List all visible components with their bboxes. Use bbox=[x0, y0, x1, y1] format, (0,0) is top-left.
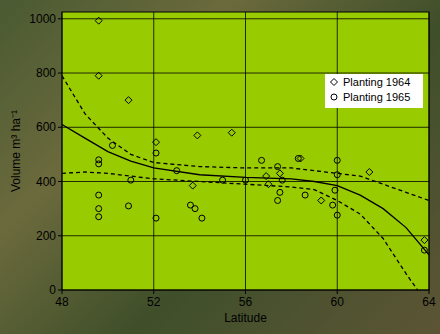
frame bbox=[62, 12, 429, 290]
point bbox=[194, 132, 201, 139]
legend-marker bbox=[331, 79, 338, 86]
tick-label: 0 bbox=[49, 283, 56, 297]
fit-line bbox=[62, 76, 429, 201]
point bbox=[153, 139, 160, 146]
point bbox=[366, 169, 373, 176]
grid-line bbox=[245, 12, 246, 290]
point bbox=[192, 206, 198, 212]
point bbox=[259, 157, 265, 163]
legend-label: Planting 1965 bbox=[343, 91, 410, 103]
tick bbox=[58, 290, 62, 291]
tick bbox=[58, 18, 62, 19]
point bbox=[95, 72, 102, 79]
point bbox=[277, 189, 283, 195]
point bbox=[95, 17, 102, 24]
tick-label: 1000 bbox=[29, 12, 56, 26]
grid-line bbox=[62, 73, 429, 74]
plot-area bbox=[62, 12, 429, 290]
x-axis-label: Latitude bbox=[224, 311, 267, 325]
point bbox=[189, 182, 196, 189]
point bbox=[318, 197, 325, 204]
tick bbox=[337, 290, 338, 294]
point bbox=[153, 215, 159, 221]
grid-line bbox=[62, 18, 429, 19]
point bbox=[332, 187, 338, 193]
data-group bbox=[62, 17, 429, 290]
tick-label: 56 bbox=[239, 295, 253, 309]
legend-label: Planting 1964 bbox=[343, 76, 410, 88]
point bbox=[334, 212, 340, 218]
point bbox=[96, 214, 102, 220]
tick bbox=[429, 290, 430, 294]
grid-line bbox=[337, 12, 338, 290]
tick bbox=[58, 127, 62, 128]
point bbox=[295, 155, 301, 161]
point bbox=[199, 215, 205, 221]
tick-label: 800 bbox=[36, 66, 56, 80]
fit-line bbox=[62, 172, 418, 290]
tick-label: 64 bbox=[422, 295, 436, 309]
tick bbox=[58, 235, 62, 236]
point bbox=[128, 177, 134, 183]
tick bbox=[62, 290, 63, 294]
point bbox=[334, 157, 340, 163]
point bbox=[96, 161, 102, 167]
point bbox=[330, 202, 336, 208]
point bbox=[265, 181, 272, 188]
point bbox=[126, 203, 132, 209]
point bbox=[276, 170, 283, 177]
point bbox=[421, 237, 428, 244]
legend-marker bbox=[331, 94, 337, 100]
point bbox=[275, 197, 281, 203]
point bbox=[334, 172, 340, 178]
legend-box bbox=[325, 74, 423, 108]
grid-line bbox=[62, 235, 429, 236]
tick-label: 200 bbox=[36, 229, 56, 243]
point bbox=[302, 192, 308, 198]
tick-label: 600 bbox=[36, 120, 56, 134]
tick bbox=[245, 290, 246, 294]
point bbox=[275, 164, 281, 170]
tick-label: 52 bbox=[147, 295, 161, 309]
tick bbox=[153, 290, 154, 294]
point bbox=[96, 206, 102, 212]
point bbox=[228, 129, 235, 136]
grid-line bbox=[62, 127, 429, 128]
point bbox=[96, 192, 102, 198]
tick-label: 400 bbox=[36, 175, 56, 189]
point bbox=[125, 97, 132, 104]
tick-label: 48 bbox=[55, 295, 69, 309]
legend: Planting 1964 Planting 1965 bbox=[325, 74, 423, 108]
fit-line bbox=[62, 125, 429, 255]
point bbox=[153, 150, 159, 156]
tick bbox=[58, 73, 62, 74]
y-axis-label: Volume m³ ha⁻¹ bbox=[9, 110, 23, 192]
chart: 48 52 56 60 64 0 200 400 600 800 1000 Latitude Volum… bbox=[0, 0, 440, 334]
tick bbox=[58, 181, 62, 182]
tick-label: 60 bbox=[331, 295, 345, 309]
